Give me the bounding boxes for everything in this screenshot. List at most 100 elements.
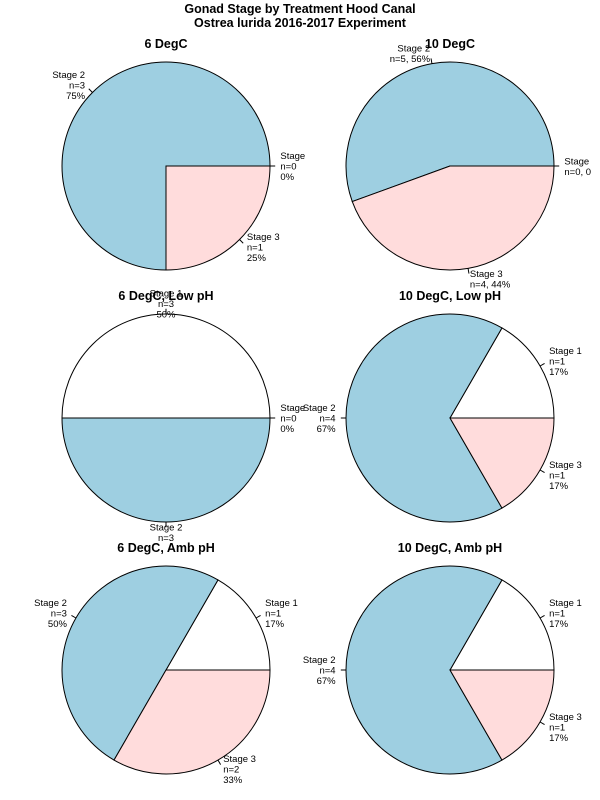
pie-labels: Stage n=0 0% Stage 2 n=3 75% Stage 3 n=1 25% <box>52 70 305 264</box>
pie-slice-label-line: 17% <box>549 481 569 492</box>
pie-slice-label-line: n=4 <box>319 414 335 425</box>
pie-slice-label: Stage 1 n=3 50% <box>150 289 183 321</box>
pie-slices <box>61 61 271 271</box>
pie-slice-label-line: 50% <box>48 619 68 630</box>
pie-slice-label-line: Stage 2 <box>397 44 430 55</box>
pie-title: 10 DegC, Amb pH <box>398 541 502 555</box>
pie-slice-stage-1 <box>61 313 271 419</box>
pie-panel-5: 6 DegC, Amb pH Stage 1 n=1 17% Stage 2 n=3 50%… <box>34 541 298 786</box>
pie-slice-label-line: Stage <box>280 403 305 414</box>
figure-title: Gonad Stage by Treatment Hood Canal Ostr… <box>0 2 600 30</box>
pie-slice-label-line: 50% <box>156 310 176 321</box>
pie-slice-label-line: Stage 2 <box>52 70 85 81</box>
pie-slice-label: Stage 2 n=4 67% <box>303 403 336 435</box>
pie-slice-label-line: Stage <box>564 156 589 167</box>
pie-slice-label-line: n=1 <box>549 471 565 482</box>
pie-slice-label-line: Stage 3 <box>549 460 582 471</box>
pie-label-tick <box>430 58 433 64</box>
pie-slice-label: Stage 3 n=4, 44% <box>470 269 511 291</box>
pie-panel-1: 6 DegC Stage n=0 0% Stage 2 n=3 75% Stage 3 n=1 2… <box>52 37 305 271</box>
pie-title: 10 DegC, Low pH <box>399 289 501 303</box>
pie-slice-label: Stage 2 n=4 67% <box>303 655 336 687</box>
pie-slice-label: Stage 1 n=1 17% <box>549 598 582 630</box>
pie-slice-label-line: Stage 3 <box>470 269 503 280</box>
pie-labels: Stage 1 n=1 17% Stage 2 n=3 50% Stage 3 n=2 33% <box>34 598 298 786</box>
pie-slice-label-line: 0% <box>280 424 294 435</box>
pie-slice-stage-2 <box>61 417 271 523</box>
pie-slice-label-line: 17% <box>265 619 285 630</box>
pie-slice-label-line: 17% <box>549 733 569 744</box>
pie-slice-label-line: n=3 <box>51 608 67 619</box>
pie-slice-stage-1 <box>165 579 271 671</box>
pie-slices <box>345 313 555 523</box>
pie-slice-label: Stage n=0, 0 <box>564 156 591 178</box>
pie-slice-label-line: n=3 <box>158 299 174 310</box>
pie-title: 6 DegC, Low pH <box>118 289 213 303</box>
pie-slice-label-line: n=0 <box>280 414 296 425</box>
pie-slice-stage-1 <box>449 579 555 671</box>
pie-slice-label-line: 33% <box>223 775 243 786</box>
pie-slice-label-line: 17% <box>549 619 569 630</box>
pie-slice-stage-1 <box>449 327 555 419</box>
pie-slice-label-line: Stage 2 <box>150 523 183 534</box>
pie-slice-label: Stage n=0 0% <box>280 403 305 435</box>
pie-label-tick <box>539 614 545 619</box>
pie-slice-label-line: Stage 2 <box>303 655 336 666</box>
pie-labels: Stage 1 n=1 17%Stage 2 n=4 67%Stage 3 n=1 17% <box>303 598 582 744</box>
pie-slice-label-line: Stage 2 <box>303 403 336 414</box>
pie-slice-stage-3 <box>351 165 555 271</box>
pie-title: 6 DegC, Amb pH <box>117 541 214 555</box>
pie-label-tick <box>239 239 244 244</box>
pie-slice-label: Stage n=0 0% <box>280 151 305 183</box>
pie-slice-label: Stage 3 n=1 17% <box>549 460 582 492</box>
pie-slices <box>61 565 271 775</box>
pie-label-tick <box>467 268 470 274</box>
pie-label-tick <box>539 721 545 726</box>
pie-slice-label: Stage 1 n=1 17% <box>265 598 298 630</box>
pie-slice-stage-2 <box>61 565 219 761</box>
figure-title-line-2: Ostrea lurida 2016-2017 Experiment <box>194 16 406 30</box>
pie-slice-label-line: 75% <box>66 91 86 102</box>
pie-slice-label: Stage 2 n=3 <box>150 523 183 545</box>
pie-slice-label-line: 67% <box>317 424 337 435</box>
pie-labels: Stage n=0, 0 Stage 2 n=5, 56% Stage 3 n=4, 44… <box>390 44 591 291</box>
pie-labels: Stage 1 n=1 17%Stage 2 n=4 67%Stage 3 n=1 17% <box>303 346 582 492</box>
pie-slice-label-line: 67% <box>317 676 337 687</box>
pie-slice-label-line: n=4 <box>319 666 335 677</box>
pie-label-tick <box>539 469 545 474</box>
pie-title: 10 DegC <box>425 37 475 51</box>
pie-slice-label-line: n=1 <box>549 608 565 619</box>
pie-slice-label-line: Stage <box>280 151 305 162</box>
pie-slice-label: Stage 3 n=2 33% <box>223 754 256 786</box>
pie-slice-label-line: n=3 <box>158 533 174 544</box>
pie-slices <box>345 565 555 775</box>
pie-slice-label-line: Stage 1 <box>549 346 582 357</box>
pie-label-tick <box>71 614 77 619</box>
pie-label-tick <box>255 614 261 619</box>
pie-slice-stage-3 <box>449 669 555 761</box>
pie-slices <box>345 61 555 271</box>
pie-slice-stage-2 <box>345 61 555 203</box>
pie-panel-2: 10 DegC Stage n=0, 0 Stage 2 n=5, 56% Stage 3… <box>345 37 591 291</box>
pie-slice-label-line: 17% <box>549 367 569 378</box>
pie-title: 6 DegC <box>144 37 187 51</box>
figure-title-line-1: Gonad Stage by Treatment Hood Canal <box>184 2 416 16</box>
pie-slice-label-line: n=3 <box>69 81 85 92</box>
pie-slice-stage-2 <box>345 313 503 523</box>
pie-slice-label-line: n=1 <box>265 608 281 619</box>
pie-label-tick <box>217 759 222 765</box>
pie-slice-label-line: n=1 <box>549 356 565 367</box>
pie-label-tick <box>539 362 545 367</box>
pie-slice-label-line: n=1 <box>247 242 263 253</box>
pie-slice-stage-3 <box>449 417 555 509</box>
pie-slice-label-line: n=1 <box>549 723 565 734</box>
pie-slice-label-line: n=0, 0 <box>564 167 591 178</box>
pie-slice-label: Stage 2 n=3 50% <box>34 598 67 630</box>
pie-slice-label: Stage 1 n=1 17% <box>549 346 582 378</box>
pie-slice-label-line: Stage 1 <box>150 289 183 300</box>
pie-slice-label: Stage 2 n=5, 56% <box>390 44 431 66</box>
pie-slice-label: Stage 2 n=3 75% <box>52 70 85 102</box>
pie-slice-label-line: 0% <box>280 172 294 183</box>
